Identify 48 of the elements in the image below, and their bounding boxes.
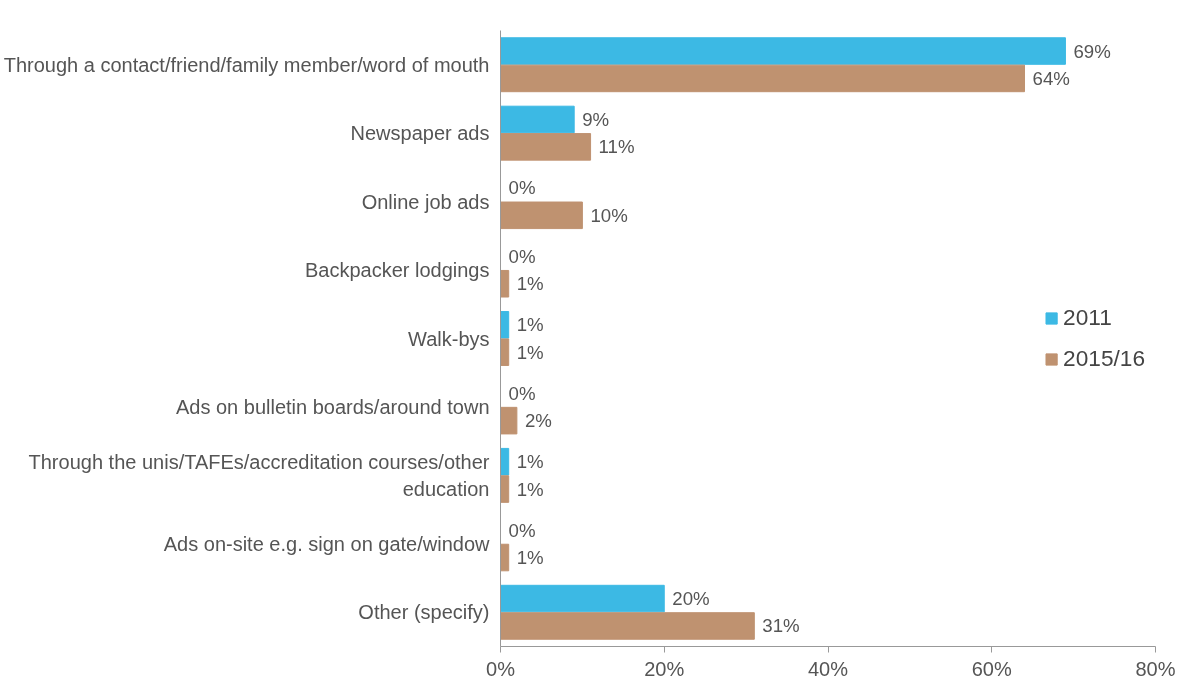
data-label: 69% — [1073, 40, 1111, 62]
data-label: 1% — [516, 341, 544, 363]
data-label: 9% — [582, 108, 610, 130]
data-label: 10% — [590, 204, 628, 226]
bar — [500, 37, 1066, 65]
x-tick-label: 20% — [644, 657, 685, 680]
y-tick-label: Newspaper ads — [350, 122, 490, 145]
x-tick-label: 80% — [1135, 657, 1176, 680]
y-tick-label: Through a contact/friend/family member/word of mouth — [3, 53, 490, 76]
y-tick-label: Backpacker lodgings — [304, 259, 490, 282]
legend-label: 2011 — [1063, 304, 1112, 331]
bar — [500, 338, 510, 366]
data-label: 31% — [762, 615, 800, 637]
data-label: 1% — [516, 547, 544, 569]
x-tick-label: 40% — [807, 657, 849, 680]
bar — [500, 584, 665, 613]
data-label: 2% — [524, 410, 552, 432]
bar — [500, 133, 592, 161]
y-tick-label: Walk-bys — [408, 327, 490, 350]
bar — [500, 612, 755, 640]
data-label: 0% — [508, 519, 536, 541]
bar — [500, 447, 510, 476]
data-label: 20% — [672, 588, 710, 610]
x-tick-label: 60% — [971, 657, 1012, 680]
bar — [500, 64, 1025, 93]
bar — [500, 543, 510, 572]
bar — [500, 269, 510, 298]
data-label: 0% — [508, 177, 536, 199]
y-tick-label: Online job ads — [361, 190, 490, 213]
bar — [500, 311, 510, 339]
y-tick-label: Through the unis/TAFEs/accreditation courses/other education — [28, 451, 490, 500]
y-tick-label: Other (specify) — [358, 601, 490, 624]
data-label: 0% — [508, 245, 536, 267]
data-label: 0% — [508, 382, 536, 404]
y-tick-label: Ads on bulletin boards/around town — [175, 395, 490, 418]
bar — [500, 475, 510, 503]
legend-label: 2015/16 — [1063, 345, 1145, 372]
data-label: 1% — [516, 273, 544, 295]
data-label: 1% — [516, 314, 544, 336]
y-tick-label: Ads on-site e.g. sign on gate/window — [163, 532, 491, 555]
bar — [500, 105, 575, 134]
x-tick-label: 0% — [486, 657, 516, 680]
data-label: 1% — [516, 478, 544, 500]
data-label: 64% — [1032, 67, 1070, 89]
data-label: 11% — [598, 136, 635, 158]
data-label: 1% — [516, 451, 544, 473]
bar — [500, 406, 518, 435]
bar — [500, 201, 583, 230]
